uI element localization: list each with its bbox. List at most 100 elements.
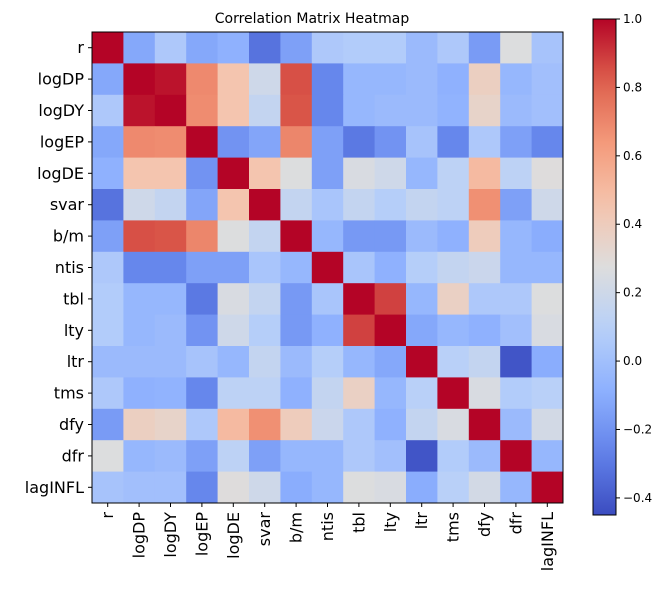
heatmap-cell bbox=[531, 94, 564, 127]
heatmap-cell bbox=[311, 32, 344, 64]
heatmap-cell bbox=[92, 471, 124, 504]
heatmap-cell bbox=[217, 377, 250, 410]
x-tick-label: dfy bbox=[475, 512, 494, 537]
heatmap-cell bbox=[437, 314, 470, 347]
colorbar-tick-label: 0.2 bbox=[623, 286, 642, 300]
heatmap-cell bbox=[92, 283, 124, 315]
colorbar bbox=[592, 18, 617, 516]
x-tick-label: r bbox=[98, 512, 117, 519]
heatmap-cell bbox=[343, 94, 375, 127]
chart-title: Correlation Matrix Heatmap bbox=[215, 11, 410, 27]
heatmap-cell bbox=[468, 471, 501, 504]
heatmap-cell bbox=[437, 94, 470, 127]
heatmap-cell bbox=[92, 189, 124, 221]
heatmap-cell bbox=[343, 283, 375, 315]
heatmap-cell bbox=[531, 189, 564, 221]
heatmap-cell bbox=[154, 283, 187, 315]
heatmap-cell bbox=[468, 377, 501, 410]
x-tick-label: ntis bbox=[318, 512, 337, 541]
heatmap-cell bbox=[374, 63, 407, 96]
heatmap-cell bbox=[343, 189, 375, 221]
heatmap-cell bbox=[343, 314, 375, 347]
heatmap-cell bbox=[249, 377, 281, 410]
heatmap-cell bbox=[217, 157, 250, 190]
heatmap-cell bbox=[374, 220, 407, 253]
heatmap-cell bbox=[531, 377, 564, 410]
heatmap-cell bbox=[311, 220, 344, 253]
heatmap-cell bbox=[280, 189, 313, 221]
heatmap-cell bbox=[468, 251, 501, 284]
y-tick-label: b/m bbox=[53, 227, 84, 246]
x-tick-label: svar bbox=[255, 512, 274, 547]
heatmap-cell bbox=[531, 126, 564, 158]
heatmap-cell bbox=[92, 346, 124, 378]
x-tick-label: lagINFL bbox=[538, 512, 557, 571]
heatmap-cell bbox=[249, 408, 281, 441]
x-tick-label: tms bbox=[444, 512, 463, 542]
heatmap-cell bbox=[374, 251, 407, 284]
heatmap-cell bbox=[280, 251, 313, 284]
colorbar-tick-label: −0.4 bbox=[623, 491, 652, 505]
heatmap-cell bbox=[311, 346, 344, 378]
heatmap-cell bbox=[531, 471, 564, 504]
heatmap-cell bbox=[154, 471, 187, 504]
heatmap-cell bbox=[280, 440, 313, 472]
heatmap-cell bbox=[311, 63, 344, 96]
y-tick-labels: r logDP logDY logEP logDE svar b/m ntis tbl lty lt… bbox=[25, 38, 92, 497]
heatmap-cell bbox=[217, 32, 250, 64]
x-tick-label: lty bbox=[381, 512, 400, 532]
heatmap-cell bbox=[280, 94, 313, 127]
heatmap-cell bbox=[500, 251, 532, 284]
heatmap-cell bbox=[154, 346, 187, 378]
heatmap-cell bbox=[406, 157, 438, 190]
colorbar-tick-label: 0.4 bbox=[623, 217, 642, 231]
heatmap-cell bbox=[437, 408, 470, 441]
y-tick-label: ltr bbox=[67, 352, 85, 371]
heatmap-cell bbox=[92, 408, 124, 441]
heatmap-cell bbox=[186, 440, 218, 472]
heatmap-cell bbox=[468, 346, 501, 378]
heatmap-cell bbox=[217, 94, 250, 127]
heatmap-cell bbox=[249, 251, 281, 284]
heatmap-cell bbox=[154, 63, 187, 96]
heatmap-cell bbox=[311, 471, 344, 504]
heatmap-cell bbox=[186, 220, 218, 253]
y-tick-label: r bbox=[77, 38, 84, 57]
heatmap-cell bbox=[186, 94, 218, 127]
heatmap-cell bbox=[437, 251, 470, 284]
heatmap-cell bbox=[154, 314, 187, 347]
heatmap-cell bbox=[343, 377, 375, 410]
x-tick-label: b/m bbox=[287, 512, 306, 543]
heatmap-cell bbox=[406, 63, 438, 96]
heatmap-cell bbox=[374, 346, 407, 378]
heatmap-cell bbox=[437, 440, 470, 472]
heatmap-cell bbox=[531, 32, 564, 64]
heatmap-cell bbox=[311, 283, 344, 315]
heatmap-cell bbox=[186, 157, 218, 190]
y-tick-label: ntis bbox=[55, 258, 84, 277]
heatmap-cell bbox=[217, 126, 250, 158]
colorbar-tick-label: 1.0 bbox=[623, 12, 642, 26]
heatmap-cell bbox=[280, 126, 313, 158]
heatmap-cell bbox=[217, 440, 250, 472]
x-tick-label: ltr bbox=[412, 512, 431, 530]
heatmap-cell bbox=[280, 283, 313, 315]
y-tick-label: svar bbox=[50, 195, 85, 214]
heatmap-cell bbox=[500, 94, 532, 127]
heatmap-cell bbox=[311, 189, 344, 221]
heatmap-cell bbox=[217, 63, 250, 96]
heatmap-cell bbox=[468, 220, 501, 253]
heatmap-cell bbox=[406, 471, 438, 504]
heatmap-cell bbox=[468, 440, 501, 472]
x-tick-label: tbl bbox=[349, 512, 368, 533]
heatmap-cell bbox=[500, 189, 532, 221]
heatmap-cell bbox=[406, 220, 438, 253]
heatmap-cell bbox=[343, 251, 375, 284]
heatmap-cell bbox=[406, 408, 438, 441]
heatmap-cell bbox=[437, 63, 470, 96]
heatmap-frame bbox=[91, 31, 564, 504]
heatmap-cell bbox=[154, 377, 187, 410]
heatmap-cell bbox=[406, 440, 438, 472]
heatmap-cell bbox=[217, 283, 250, 315]
heatmap-cell bbox=[123, 251, 156, 284]
